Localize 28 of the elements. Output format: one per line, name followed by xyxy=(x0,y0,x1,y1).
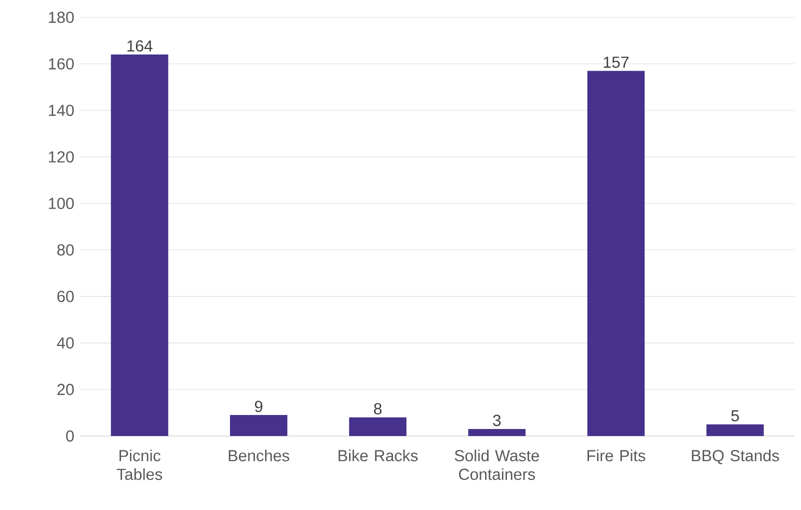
data-label: 3 xyxy=(493,414,501,426)
y-tick-label: 120 xyxy=(48,151,74,163)
data-label: 164 xyxy=(127,40,152,52)
x-tick-label: Bike Racks xyxy=(338,450,418,462)
bar xyxy=(110,54,168,436)
bar xyxy=(706,424,764,436)
y-tick-label: 20 xyxy=(57,384,74,396)
bar xyxy=(349,417,406,436)
data-label: 9 xyxy=(254,400,262,412)
x-tick-label: Benches xyxy=(228,450,290,462)
bar xyxy=(587,70,645,436)
bar xyxy=(468,429,526,436)
y-tick-label: 180 xyxy=(48,12,74,23)
x-tick-label: BBQ Stands xyxy=(692,450,779,464)
y-tick-label: 60 xyxy=(57,290,74,302)
y-tick-label: 140 xyxy=(48,104,74,116)
y-tick-label: 40 xyxy=(56,337,74,349)
y-tick-label: 160 xyxy=(48,58,74,70)
x-tick-label: Picnic Tables xyxy=(116,450,162,480)
data-label: 8 xyxy=(374,403,382,414)
bar xyxy=(230,415,288,436)
y-tick-label: 100 xyxy=(48,198,74,210)
data-label: 157 xyxy=(604,56,629,68)
y-tick-label: 0 xyxy=(66,430,74,442)
y-tick-label: 80 xyxy=(57,244,74,256)
data-label: 5 xyxy=(731,410,739,422)
x-tick-label: Solid Waste Containers xyxy=(454,450,539,480)
x-tick-label: Fire Pits xyxy=(588,450,646,462)
